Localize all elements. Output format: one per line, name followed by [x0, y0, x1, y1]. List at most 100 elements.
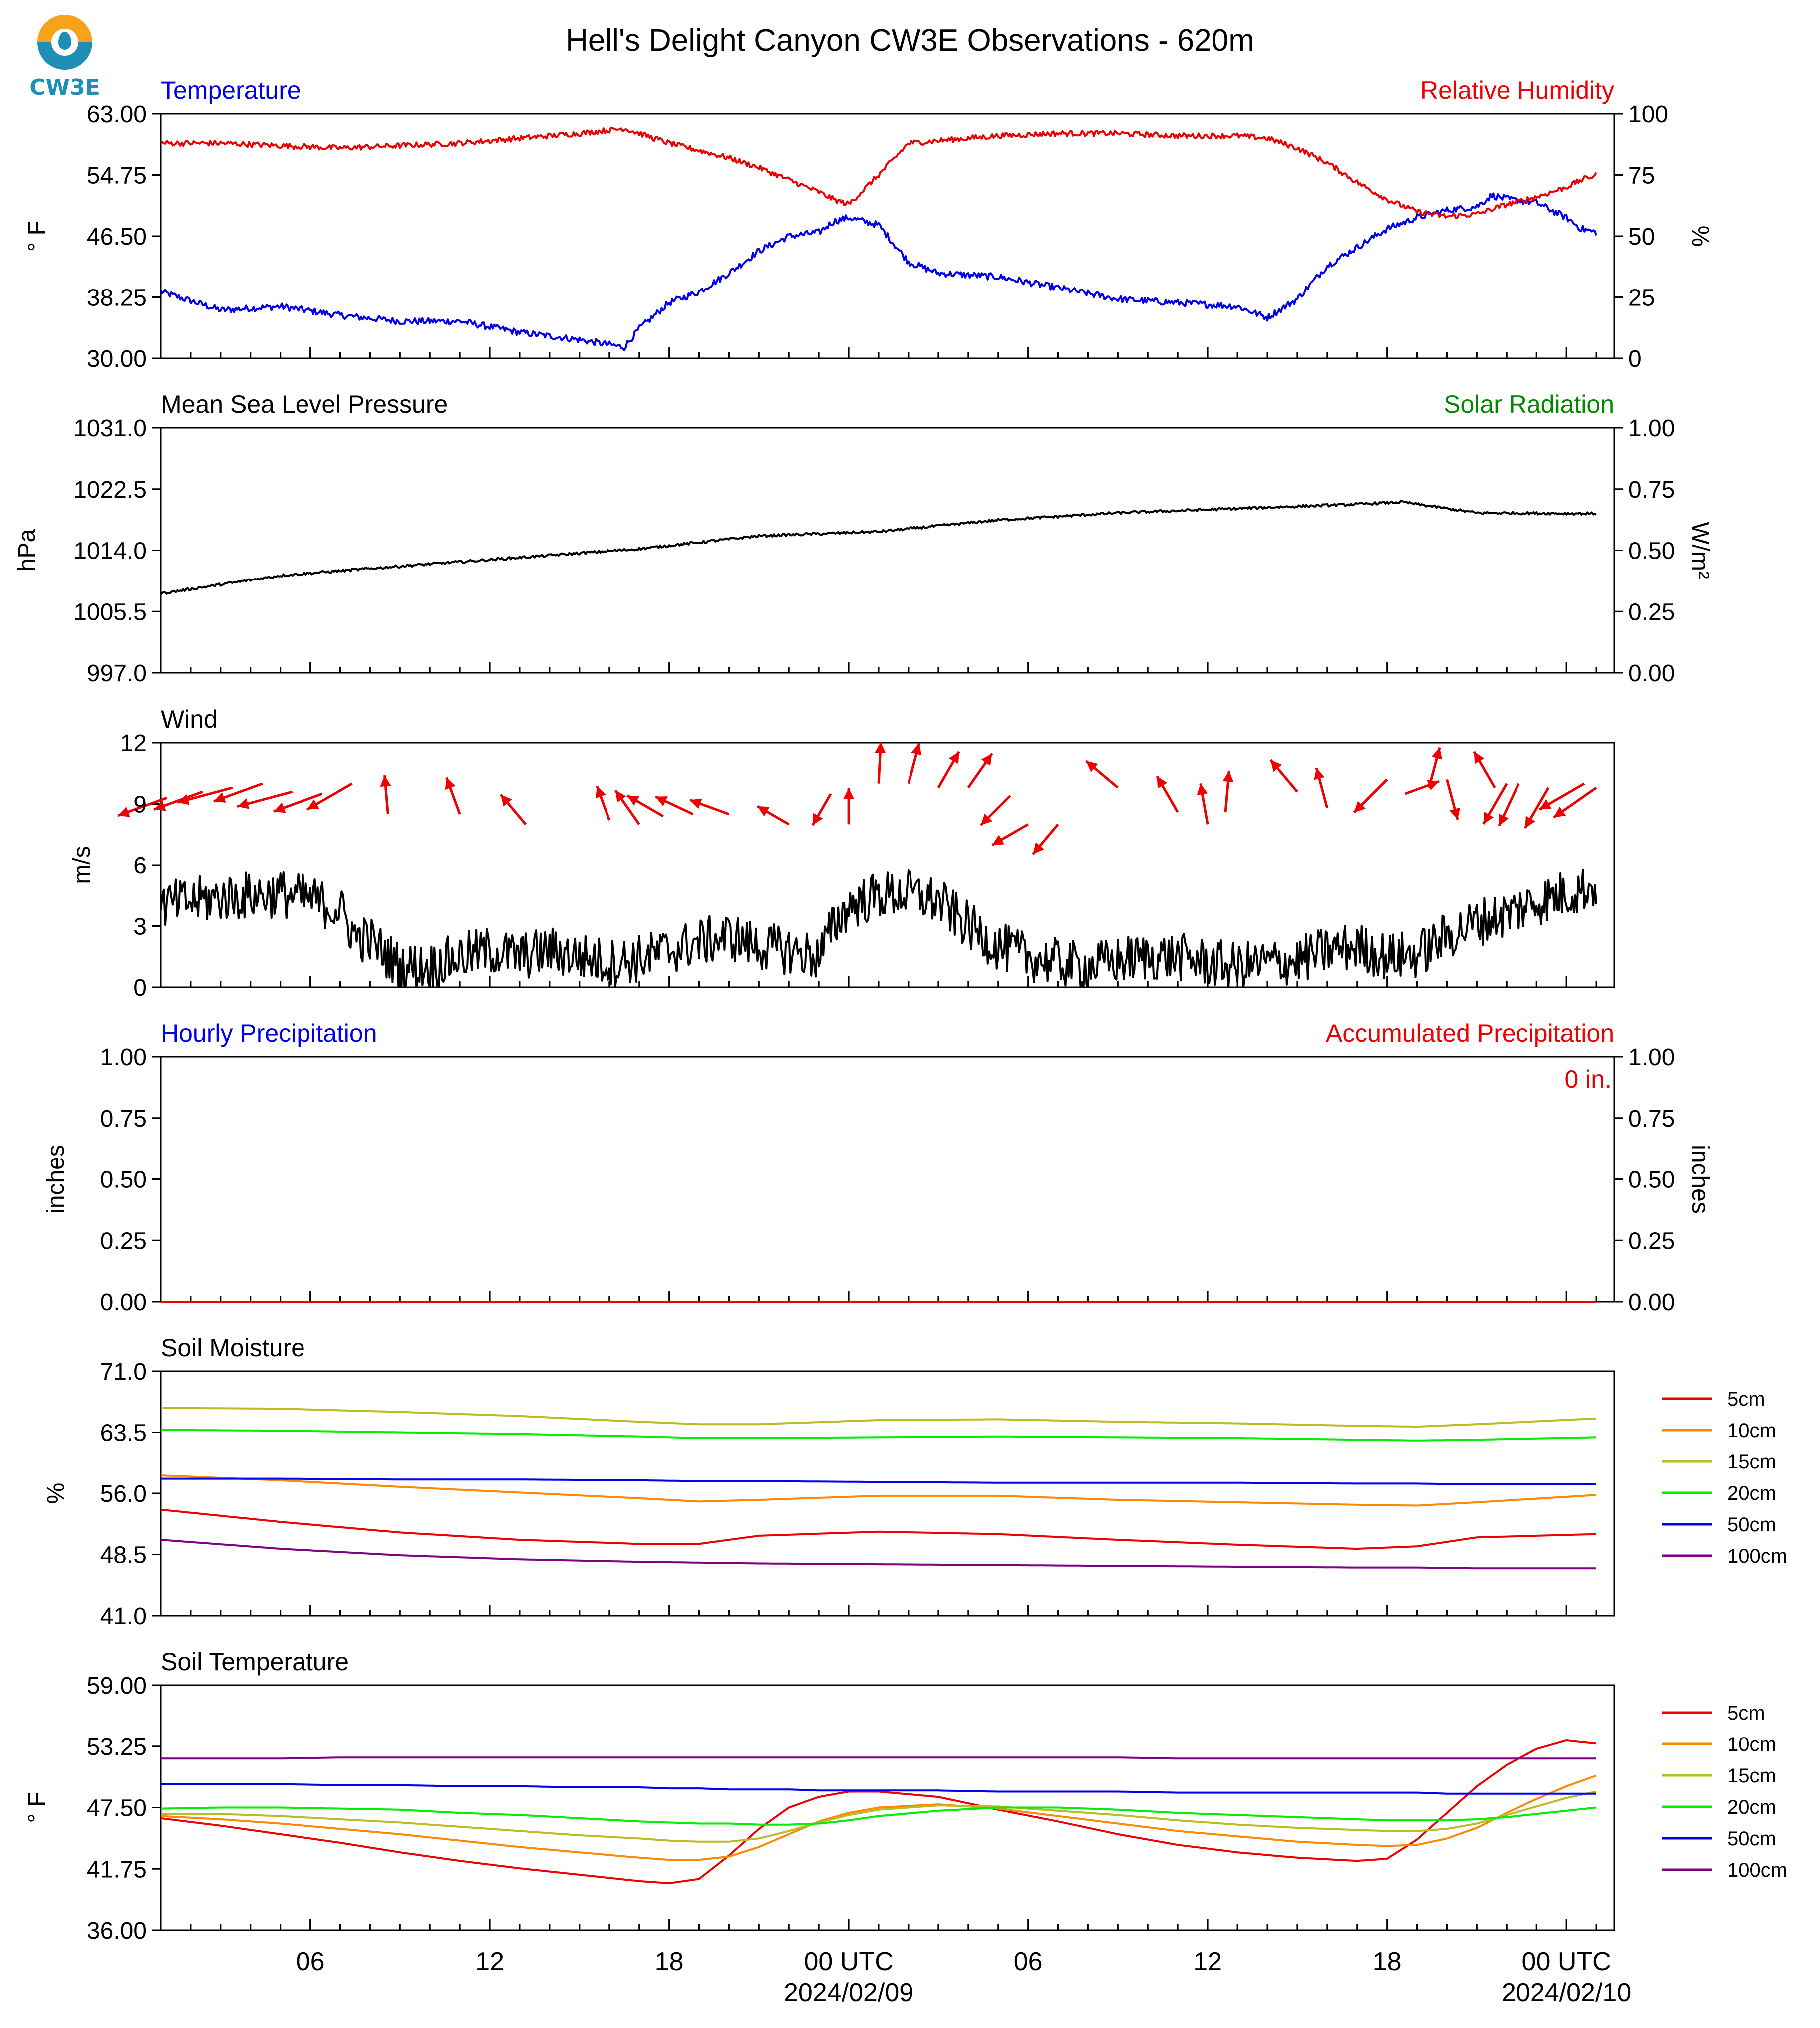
wind-vector-head	[627, 795, 640, 806]
wind-vector-head	[1449, 807, 1460, 820]
y-tick-label-right: 0.00	[1628, 660, 1675, 687]
wind-vector-head	[981, 753, 992, 766]
y-tick-label-left: 54.75	[87, 163, 147, 189]
wind-vector-head	[596, 786, 606, 799]
y-tick-label-left: 0.75	[100, 1106, 147, 1132]
y-tick-label-right: 0.75	[1628, 1106, 1675, 1132]
wind-vector-head	[1474, 751, 1485, 764]
wind-vector-head	[1314, 768, 1325, 780]
y-tick-label-right: 0.25	[1628, 1228, 1675, 1254]
y-axis-label-left: hPa	[14, 529, 40, 572]
panel-title-left: Soil Temperature	[161, 1648, 349, 1676]
wind-vector-head	[843, 788, 855, 799]
y-axis-label-left: ° F	[24, 1792, 50, 1823]
wind-vector-head	[690, 798, 702, 809]
y-tick-label-left: 41.0	[100, 1603, 147, 1630]
y-tick-label-right: 0.25	[1628, 599, 1675, 625]
wind-vector-head	[992, 835, 1005, 845]
legend-label: 10cm	[1727, 1420, 1776, 1442]
y-tick-label-left: 997.0	[87, 660, 147, 687]
y-tick-label-left: 41.75	[87, 1856, 147, 1883]
y-tick-label-left: 48.5	[100, 1542, 147, 1569]
y-tick-label-right: 0.75	[1628, 477, 1675, 503]
y-tick-label-left: 47.50	[87, 1795, 147, 1822]
panel-title-right: Accumulated Precipitation	[1326, 1019, 1614, 1047]
y-tick-label-left: 63.5	[100, 1420, 147, 1447]
x-tick-label: 12	[1193, 1947, 1222, 1976]
series-line-wind-speed	[160, 869, 1597, 988]
y-tick-label-left: 56.0	[100, 1481, 147, 1507]
x-tick-label: 06	[296, 1947, 325, 1976]
y-tick-label-left: 1005.5	[73, 599, 147, 625]
y-tick-label-left: 1022.5	[73, 477, 147, 503]
series-line-100cm	[161, 1756, 1596, 1760]
wind-vector-head	[1354, 801, 1366, 813]
panel-2	[152, 427, 1623, 674]
wind-vector-head	[1483, 812, 1494, 824]
wind-vector-head	[213, 792, 226, 803]
y-tick-label-right: 100	[1628, 101, 1668, 128]
wind-vector-head	[1222, 770, 1234, 782]
wind-vector-head	[1197, 783, 1208, 795]
y-axis-label-left: ° F	[24, 221, 50, 252]
legend-label: 5cm	[1727, 1388, 1765, 1410]
wind-vector-head	[911, 743, 922, 756]
series-line-100cm	[160, 1539, 1596, 1570]
y-tick-label-left: 0.00	[100, 1289, 147, 1316]
panel-4	[152, 1056, 1623, 1303]
wind-vector-head	[380, 775, 391, 787]
wind-vector-head	[177, 794, 190, 805]
wind-vector-head	[307, 799, 319, 810]
wind-vector-head	[948, 751, 959, 764]
y-tick-label-right: 0.00	[1628, 1289, 1675, 1316]
legend-label: 20cm	[1727, 1482, 1776, 1504]
x-tick-label: 18	[655, 1947, 684, 1976]
panel-6	[152, 1684, 1712, 1931]
legend-label: 100cm	[1727, 1859, 1787, 1881]
series-line-5cm	[160, 1508, 1597, 1550]
legend-label: 15cm	[1727, 1451, 1776, 1473]
series-line-15cm	[161, 1790, 1597, 1843]
wind-vector-head	[1157, 776, 1168, 789]
y-tick-label-left: 63.00	[87, 101, 147, 128]
y-tick-label-left: 53.25	[87, 1734, 147, 1760]
legend-label: 50cm	[1727, 1828, 1776, 1850]
water-drop-icon	[58, 32, 71, 50]
panel-5	[152, 1370, 1712, 1617]
wind-vector-head	[154, 800, 166, 811]
panel-title-right: Relative Humidity	[1420, 76, 1614, 104]
panel-title-left: Wind	[161, 705, 218, 733]
series-line-20cm	[161, 1429, 1597, 1442]
wind-vector-head	[237, 798, 250, 809]
y-axis-label-right: inches	[1687, 1145, 1713, 1214]
y-tick-label-right: 1.00	[1628, 415, 1675, 442]
wind-vector-head	[445, 777, 456, 790]
y-tick-label-left: 71.0	[100, 1359, 147, 1385]
series-line-10cm	[160, 1774, 1597, 1861]
plot-frame	[160, 1056, 1615, 1303]
series-line-20cm	[160, 1806, 1597, 1826]
wind-vector-head	[273, 802, 286, 813]
panel-title-left: Hourly Precipitation	[161, 1019, 377, 1047]
y-tick-label-left: 0.50	[100, 1167, 147, 1193]
series-line-10cm	[160, 1474, 1597, 1507]
logo-text: CW3E	[29, 75, 100, 100]
panel-1	[152, 113, 1623, 359]
y-tick-label-right: 50	[1628, 224, 1655, 250]
legend-label: 15cm	[1727, 1765, 1776, 1787]
y-tick-label-right: 1.00	[1628, 1044, 1675, 1071]
wind-vector-head	[980, 813, 993, 825]
series-line-15cm	[161, 1407, 1597, 1428]
wind-vector-head	[655, 796, 668, 807]
y-tick-label-left: 59.00	[87, 1673, 147, 1699]
wind-vector-head	[1086, 761, 1098, 772]
y-tick-label-left: 3	[133, 914, 147, 940]
y-tick-label-left: 30.00	[87, 346, 147, 372]
legend-label: 20cm	[1727, 1796, 1776, 1818]
cw3e-logo: CW3E	[27, 15, 102, 105]
series-line-temperature	[160, 192, 1597, 351]
legend-label: 5cm	[1727, 1702, 1765, 1724]
panel-title-left: Mean Sea Level Pressure	[161, 390, 448, 418]
wind-vector-head	[1499, 813, 1509, 826]
